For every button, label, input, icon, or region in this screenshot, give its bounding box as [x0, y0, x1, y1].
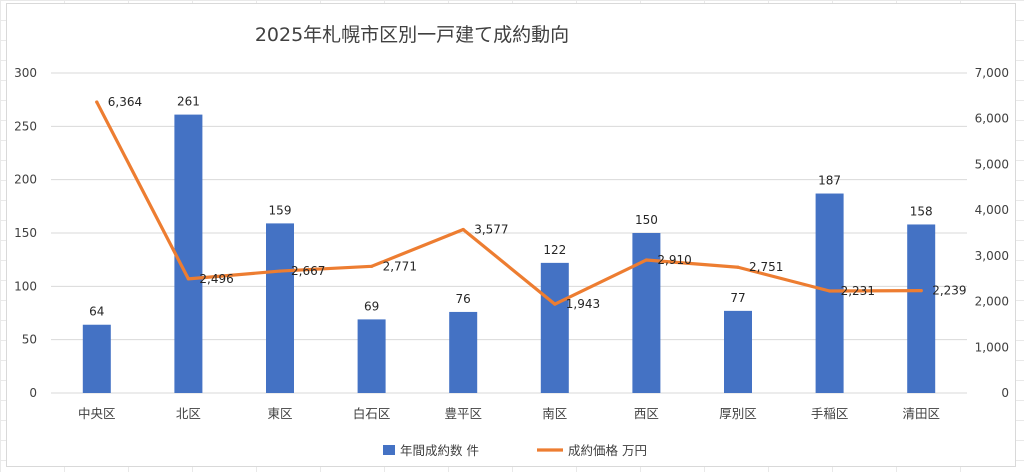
y-left-tick-label: 150: [14, 226, 37, 240]
bar-series: [82, 114, 936, 393]
y-left-tick-label: 200: [14, 173, 37, 187]
bar: [82, 324, 111, 393]
bar-data-label: 261: [177, 95, 200, 109]
y-right-tick-label: 3,000: [975, 249, 1009, 263]
legend-bar-label: 年間成約数 件: [400, 443, 479, 458]
line-data-label: 2,667: [291, 264, 325, 278]
line-data-label: 2,231: [841, 284, 875, 298]
line-point: [919, 289, 923, 293]
y-right-tick-label: 4,000: [975, 203, 1009, 217]
bar: [266, 223, 294, 393]
bar-data-label: 77: [730, 291, 745, 305]
data-labels: 64 261 159 69 76 122 150 77 187 158 6,364 2,496 2,66…: [89, 95, 966, 319]
bar-data-label: 69: [364, 299, 379, 313]
line-series: [95, 100, 923, 306]
bar: [357, 319, 386, 393]
bar: [540, 262, 569, 393]
line-point: [370, 264, 374, 268]
line-data-label: 3,577: [474, 222, 508, 236]
bar-data-label: 122: [543, 243, 566, 257]
legend-bar-swatch: [383, 445, 395, 455]
line-data-label: 6,364: [108, 95, 142, 109]
line-data-label: 2,771: [383, 259, 417, 273]
line-data-label: 2,496: [199, 272, 233, 286]
y-right-tick-label: 1,000: [975, 340, 1009, 354]
x-category-label: 厚別区: [719, 406, 757, 421]
line-data-label: 2,239: [932, 284, 966, 298]
x-category-label: 中央区: [78, 406, 116, 421]
x-category-label: 南区: [542, 406, 567, 421]
y-right-tick-label: 5,000: [975, 157, 1009, 171]
y-left-tick-label: 50: [22, 333, 37, 347]
y-right-tick-label: 0: [1001, 386, 1009, 400]
chart-area[interactable]: 2025年札幌市区別一戸建て成約動向 64 261 159 69 76 122 150 77 1…: [6, 3, 1016, 467]
x-category-label: 豊平区: [444, 406, 482, 421]
axes: 0 50 100 150 200 250 300 0 1,000 2,000 3,000 4,000 5…: [14, 66, 1009, 421]
bar-data-label: 150: [635, 213, 658, 227]
line-data-label: 1,943: [566, 297, 600, 311]
y-right-tick-label: 6,000: [975, 112, 1009, 126]
bar: [632, 233, 661, 393]
line-point: [186, 277, 190, 281]
bar: [449, 311, 478, 393]
line-point: [828, 289, 832, 293]
line-data-label: 2,751: [749, 260, 783, 274]
y-right-tick-label: 2,000: [975, 295, 1009, 309]
x-category-label: 清田区: [902, 406, 940, 421]
x-category-label: 白石区: [353, 406, 391, 421]
line-data-label: 2,910: [657, 253, 691, 267]
bar-data-label: 64: [89, 305, 104, 319]
bar: [724, 310, 752, 393]
legend-line-label: 成約価格 万円: [568, 443, 647, 458]
bar-data-label: 158: [910, 204, 933, 218]
y-left-tick-label: 0: [29, 386, 37, 400]
x-category-label: 西区: [634, 406, 659, 421]
line-point: [95, 100, 99, 104]
bar: [174, 114, 203, 393]
line-point: [278, 269, 282, 273]
bar: [907, 224, 936, 393]
y-left-tick-label: 250: [14, 119, 37, 133]
x-category-label: 手稲区: [811, 406, 849, 421]
y-left-tick-label: 300: [14, 66, 37, 80]
chart-title: 2025年札幌市区別一戸建て成約動向: [255, 24, 569, 46]
x-category-label: 北区: [176, 406, 201, 421]
bar-data-label: 76: [456, 292, 471, 306]
line-path: [95, 100, 923, 306]
y-right-tick-label: 7,000: [975, 66, 1009, 80]
bar-data-label: 187: [818, 174, 841, 188]
line-point: [644, 258, 649, 262]
line-point: [553, 302, 557, 306]
y-left-tick-label: 100: [14, 279, 37, 293]
combo-chart: 2025年札幌市区別一戸建て成約動向 64 261 159 69 76 122 150 77 1…: [14, 24, 1009, 458]
gridlines: [51, 72, 967, 394]
bar: [815, 193, 844, 393]
legend: 年間成約数 件 成約価格 万円: [383, 443, 647, 458]
line-point: [461, 227, 465, 232]
bar-data-label: 159: [269, 203, 292, 217]
line-point: [736, 265, 740, 269]
x-category-label: 東区: [267, 406, 292, 421]
